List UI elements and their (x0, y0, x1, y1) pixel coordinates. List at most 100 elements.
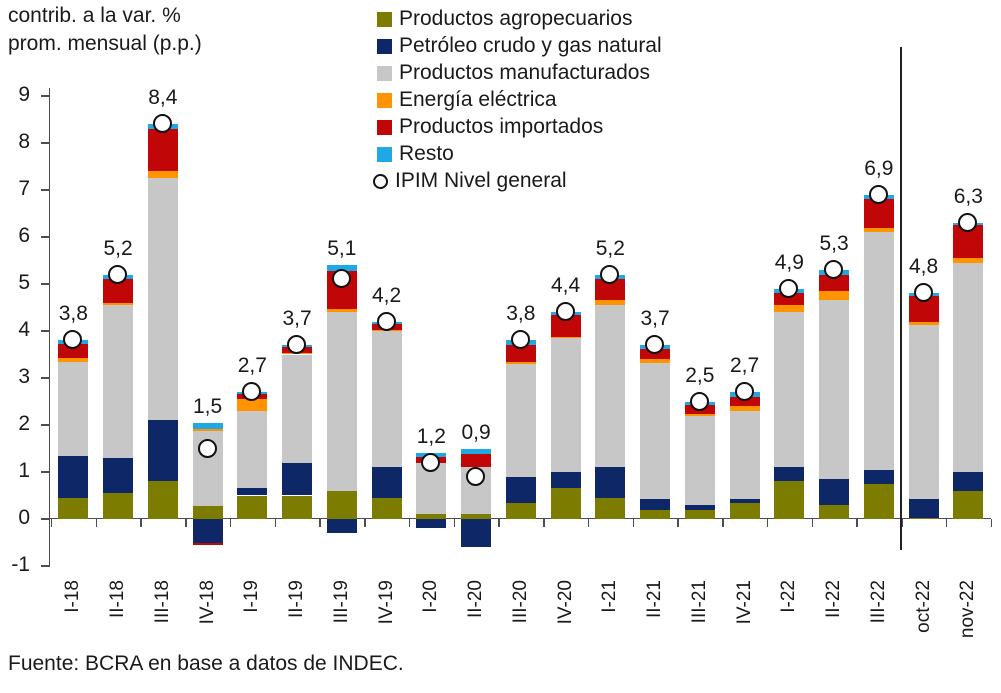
bar-segment-petroleo-gas (684, 504, 715, 510)
bar-segment-energia-electrica (640, 359, 671, 363)
y-axis-tick (41, 95, 50, 97)
x-category-label: II-18 (107, 580, 129, 619)
ipim-marker (779, 278, 799, 298)
x-axis-tick (587, 519, 590, 527)
ipim-marker (63, 330, 83, 350)
bar-segment-manufacturados (595, 305, 626, 468)
bar-segment-manufacturados (326, 312, 357, 491)
ipim-marker (466, 466, 486, 486)
bar-segment-agropecuarios (282, 495, 313, 519)
value-label: 5,1 (327, 237, 357, 261)
chart-title-line2: prom. mensual (p.p.) (8, 32, 202, 55)
bar-segment-agropecuarios (729, 502, 760, 519)
value-label: 8,4 (148, 86, 178, 110)
bar-segment-manufacturados (774, 312, 805, 468)
bar-segment-petroleo-gas (595, 467, 626, 498)
ipim-marker (913, 283, 933, 303)
x-axis-tick (95, 519, 98, 527)
value-label: 4,8 (908, 255, 939, 279)
bar-segment-manufacturados (282, 354, 313, 463)
y-axis-tick (41, 236, 50, 238)
bar-segment-manufacturados (819, 300, 850, 480)
x-axis-tick (364, 519, 366, 527)
y-tick-label: 5 (18, 271, 30, 294)
x-category-label: II-19 (286, 580, 308, 619)
legend-item-petroleo-gas: Petróleo crudo y gas natural (377, 33, 662, 60)
legend-swatch-petroleo-gas-icon (377, 38, 392, 54)
x-axis-tick (50, 519, 53, 527)
ipim-marker (510, 330, 530, 350)
bar-segment-petroleo-gas (416, 519, 447, 529)
bar-segment-agropecuarios (58, 497, 89, 519)
legend-item-ipim: IPIM Nivel general (373, 168, 567, 195)
bar-segment-energia-electrica (147, 171, 178, 179)
y-axis-tick (41, 518, 50, 520)
bar-segment-energia-electrica (595, 300, 626, 306)
ipim-marker (287, 335, 307, 355)
legend-swatch-energia-electrica-icon (377, 92, 392, 108)
value-label: 4,2 (371, 283, 402, 307)
legend-label: IPIM Nivel general (395, 169, 567, 192)
ipim-marker (331, 269, 351, 289)
ipim-marker (645, 335, 665, 355)
legend-label: Productos manufacturados (399, 61, 650, 84)
legend-swatch-importados-icon (377, 119, 392, 135)
bar-segment-energia-electrica (684, 414, 715, 416)
ipim-marker (242, 382, 262, 402)
x-axis-tick (945, 519, 948, 527)
x-category-label: III-22 (867, 580, 889, 624)
y-axis-tick (41, 189, 50, 191)
bar-segment-manufacturados (863, 232, 894, 470)
chart-title-line1: contrib. a la var. % (8, 4, 181, 27)
bar-segment-manufacturados (640, 362, 671, 500)
bar-segment-petroleo-gas (774, 467, 805, 482)
y-axis (48, 88, 50, 566)
x-axis-tick (319, 519, 321, 527)
bar-segment-importados (774, 293, 805, 306)
y-axis-tick (41, 283, 50, 285)
y-axis-tick (41, 471, 50, 473)
bar-segment-manufacturados (58, 361, 89, 456)
bar-segment-petroleo-gas (729, 498, 760, 503)
chart-title: contrib. a la var. % prom. mensual (p.p.… (8, 2, 202, 58)
value-label: 5,2 (103, 236, 133, 260)
legend-item-importados: Productos importados (377, 114, 603, 141)
bar-segment-petroleo-gas (192, 519, 223, 543)
x-category-label: II-21 (644, 580, 666, 619)
y-tick-label: 8 (18, 130, 30, 153)
x-axis-tick (722, 519, 724, 527)
ipim-marker (197, 438, 217, 458)
x-category-label: I-21 (599, 580, 621, 613)
bar-segment-agropecuarios (147, 481, 178, 519)
bar-segment-energia-electrica (192, 428, 223, 431)
bar-segment-petroleo-gas (550, 472, 581, 489)
legend-label: Productos importados (399, 115, 604, 138)
bar-segment-energia-electrica (819, 291, 850, 301)
bar-segment-manufacturados (147, 178, 178, 421)
period-divider-line (900, 47, 902, 550)
bar-segment-manufacturados (729, 410, 760, 499)
ipim-marker (152, 114, 172, 134)
bar-segment-agropecuarios (103, 493, 134, 519)
legend-label: Energía eléctrica (399, 88, 557, 111)
ipim-marker (600, 264, 620, 284)
value-label: 3,7 (640, 307, 670, 331)
bar-segment-agropecuarios (640, 509, 671, 519)
bar-segment-energia-electrica (505, 362, 536, 364)
y-axis-tick (41, 330, 50, 332)
ipim-marker (108, 264, 128, 284)
bar-segment-importados (192, 542, 223, 545)
value-label: 2,5 (685, 363, 715, 387)
bar-segment-importados (595, 279, 626, 301)
bar-segment-energia-electrica (863, 227, 894, 233)
ipim-marker (958, 212, 978, 232)
ipim-marker (824, 259, 844, 279)
x-category-label: I-19 (241, 580, 263, 613)
value-label: 2,7 (237, 354, 267, 378)
legend-item-agropecuarios: Productos agropecuarios (377, 6, 632, 33)
value-label: 3,7 (282, 307, 312, 331)
value-label: 4,9 (774, 250, 804, 274)
legend-item-energia-electrica: Energía eléctrica (377, 87, 557, 114)
x-category-label: I-18 (62, 580, 84, 613)
bar-segment-petroleo-gas (147, 420, 178, 482)
